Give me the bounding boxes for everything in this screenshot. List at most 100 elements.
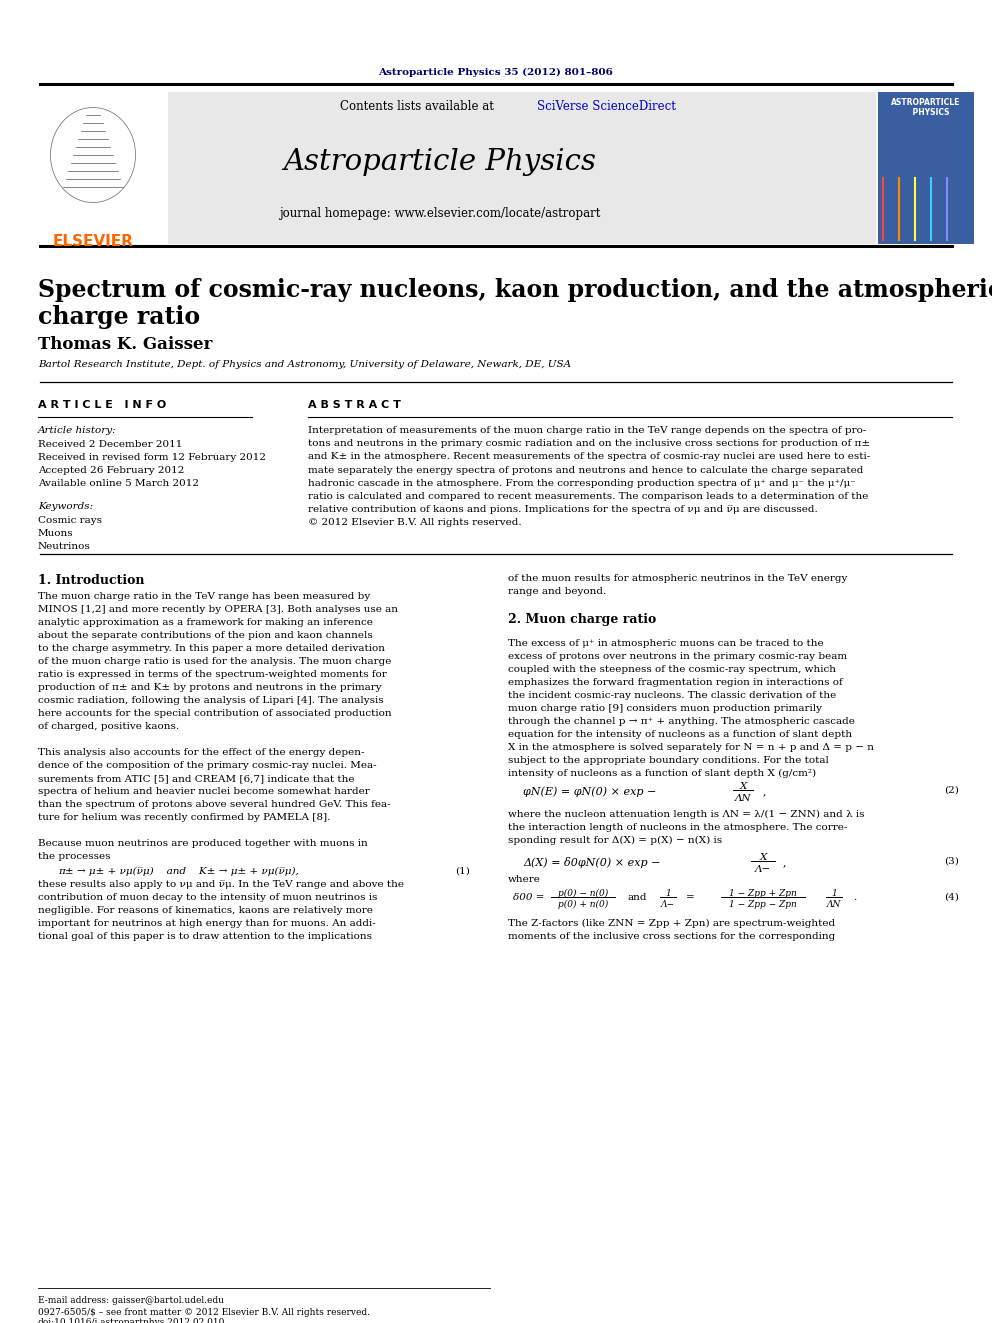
- Text: Neutrinos: Neutrinos: [38, 542, 90, 550]
- Text: Δ(X) = δ0φN(0) × exp −: Δ(X) = δ0φN(0) × exp −: [523, 857, 661, 868]
- Text: (2): (2): [944, 786, 959, 795]
- Text: 1: 1: [665, 889, 671, 898]
- Text: the interaction length of nucleons in the atmosphere. The corre-: the interaction length of nucleons in th…: [508, 823, 847, 832]
- Text: coupled with the steepness of the cosmic-ray spectrum, which: coupled with the steepness of the cosmic…: [508, 665, 836, 673]
- Text: Λ−: Λ−: [661, 900, 675, 909]
- Text: ratio is expressed in terms of the spectrum-weighted moments for: ratio is expressed in terms of the spect…: [38, 669, 387, 679]
- Text: the incident cosmic-ray nucleons. The classic derivation of the: the incident cosmic-ray nucleons. The cl…: [508, 691, 836, 700]
- Text: and: and: [628, 893, 648, 902]
- Text: than the spectrum of protons above several hundred GeV. This fea-: than the spectrum of protons above sever…: [38, 800, 391, 808]
- Text: δ00 =: δ00 =: [513, 893, 545, 902]
- Text: Keywords:: Keywords:: [38, 501, 93, 511]
- Text: MINOS [1,2] and more recently by OPERA [3]. Both analyses use an: MINOS [1,2] and more recently by OPERA […: [38, 605, 398, 614]
- Text: E-mail address: gaisser@bartol.udel.edu: E-mail address: gaisser@bartol.udel.edu: [38, 1297, 224, 1304]
- Text: 1 − Zpp + Zpn: 1 − Zpp + Zpn: [729, 889, 797, 898]
- Text: ,: ,: [763, 786, 767, 796]
- Text: here accounts for the special contribution of associated production: here accounts for the special contributi…: [38, 709, 392, 718]
- Text: This analysis also accounts for the effect of the energy depen-: This analysis also accounts for the effe…: [38, 747, 364, 757]
- Text: sponding result for Δ(X) = p(X) − n(X) is: sponding result for Δ(X) = p(X) − n(X) i…: [508, 836, 722, 845]
- Text: Received 2 December 2011: Received 2 December 2011: [38, 441, 183, 448]
- FancyBboxPatch shape: [18, 93, 168, 243]
- Text: Cosmic rays: Cosmic rays: [38, 516, 102, 525]
- Text: dence of the composition of the primary cosmic-ray nuclei. Mea-: dence of the composition of the primary …: [38, 761, 377, 770]
- Text: ΛN: ΛN: [826, 900, 841, 909]
- Text: where: where: [508, 875, 541, 884]
- Text: subject to the appropriate boundary conditions. For the total: subject to the appropriate boundary cond…: [508, 755, 829, 765]
- Text: π± → μ± + νμ(ν̅μ)    and    K± → μ± + νμ(ν̅μ),: π± → μ± + νμ(ν̅μ) and K± → μ± + νμ(ν̅μ),: [58, 867, 299, 876]
- Text: X: X: [739, 782, 747, 791]
- Text: Article history:: Article history:: [38, 426, 117, 435]
- Text: and K± in the atmosphere. Recent measurements of the spectra of cosmic-ray nucle: and K± in the atmosphere. Recent measure…: [308, 452, 870, 462]
- Text: emphasizes the forward fragmentation region in interactions of: emphasizes the forward fragmentation reg…: [508, 677, 843, 687]
- Text: contribution of muon decay to the intensity of muon neutrinos is: contribution of muon decay to the intens…: [38, 893, 377, 902]
- Text: ,: ,: [783, 857, 787, 867]
- Text: hadronic cascade in the atmosphere. From the corresponding production spectra of: hadronic cascade in the atmosphere. From…: [308, 479, 856, 488]
- Text: The muon charge ratio in the TeV range has been measured by: The muon charge ratio in the TeV range h…: [38, 591, 370, 601]
- Text: important for neutrinos at high energy than for muons. An addi-: important for neutrinos at high energy t…: [38, 919, 376, 927]
- Text: Accepted 26 February 2012: Accepted 26 February 2012: [38, 466, 185, 475]
- Text: these results also apply to νμ and ν̅μ. In the TeV range and above the: these results also apply to νμ and ν̅μ. …: [38, 880, 404, 889]
- FancyBboxPatch shape: [878, 93, 974, 243]
- Text: production of π± and K± by protons and neutrons in the primary: production of π± and K± by protons and n…: [38, 683, 382, 692]
- Text: =: =: [686, 893, 694, 902]
- Text: 1 − Zpp − Zpn: 1 − Zpp − Zpn: [729, 900, 797, 909]
- Text: of the muon charge ratio is used for the analysis. The muon charge: of the muon charge ratio is used for the…: [38, 658, 392, 665]
- Text: spectra of helium and heavier nuclei become somewhat harder: spectra of helium and heavier nuclei bec…: [38, 787, 370, 796]
- Text: through the channel p → π⁺ + anything. The atmospheric cascade: through the channel p → π⁺ + anything. T…: [508, 717, 855, 726]
- Text: Astroparticle Physics: Astroparticle Physics: [284, 148, 596, 176]
- Text: Λ−: Λ−: [755, 865, 771, 875]
- Text: The excess of μ⁺ in atmospheric muons can be traced to the: The excess of μ⁺ in atmospheric muons ca…: [508, 639, 823, 648]
- Text: ELSEVIER: ELSEVIER: [53, 234, 134, 249]
- Text: (3): (3): [944, 857, 959, 867]
- Text: 1. Introduction: 1. Introduction: [38, 574, 145, 587]
- Text: equation for the intensity of nucleons as a function of slant depth: equation for the intensity of nucleons a…: [508, 730, 852, 740]
- Text: mate separately the energy spectra of protons and neutrons and hence to calculat: mate separately the energy spectra of pr…: [308, 466, 863, 475]
- Text: charge ratio: charge ratio: [38, 306, 200, 329]
- Text: 0927-6505/$ – see front matter © 2012 Elsevier B.V. All rights reserved.: 0927-6505/$ – see front matter © 2012 El…: [38, 1308, 370, 1316]
- Text: Bartol Research Institute, Dept. of Physics and Astronomy, University of Delawar: Bartol Research Institute, Dept. of Phys…: [38, 360, 571, 369]
- Text: Because muon neutrinos are produced together with muons in: Because muon neutrinos are produced toge…: [38, 839, 368, 848]
- Text: Interpretation of measurements of the muon charge ratio in the TeV range depends: Interpretation of measurements of the mu…: [308, 426, 866, 435]
- Text: A R T I C L E   I N F O: A R T I C L E I N F O: [38, 400, 167, 410]
- Text: Available online 5 March 2012: Available online 5 March 2012: [38, 479, 199, 488]
- Text: surements from ATIC [5] and CREAM [6,7] indicate that the: surements from ATIC [5] and CREAM [6,7] …: [38, 774, 354, 783]
- Text: Spectrum of cosmic-ray nucleons, kaon production, and the atmospheric muon: Spectrum of cosmic-ray nucleons, kaon pr…: [38, 278, 992, 302]
- Text: X in the atmosphere is solved separately for N = n + p and Δ = p − n: X in the atmosphere is solved separately…: [508, 744, 874, 751]
- Text: SciVerse ScienceDirect: SciVerse ScienceDirect: [537, 101, 676, 112]
- Text: relative contribution of kaons and pions. Implications for the spectra of νμ and: relative contribution of kaons and pions…: [308, 505, 817, 515]
- Text: excess of protons over neutrons in the primary cosmic-ray beam: excess of protons over neutrons in the p…: [508, 652, 847, 662]
- Text: Thomas K. Gaisser: Thomas K. Gaisser: [38, 336, 212, 353]
- Text: tons and neutrons in the primary cosmic radiation and on the inclusive cross sec: tons and neutrons in the primary cosmic …: [308, 439, 870, 448]
- Text: ΛN: ΛN: [735, 794, 751, 803]
- Text: 2. Muon charge ratio: 2. Muon charge ratio: [508, 613, 657, 626]
- Text: Contents lists available at: Contents lists available at: [340, 101, 498, 112]
- Text: to the charge asymmetry. In this paper a more detailed derivation: to the charge asymmetry. In this paper a…: [38, 644, 385, 654]
- Text: the processes: the processes: [38, 852, 110, 861]
- Text: doi:10.1016/j.astropartphys.2012.02.010: doi:10.1016/j.astropartphys.2012.02.010: [38, 1318, 225, 1323]
- Text: range and beyond.: range and beyond.: [508, 587, 606, 595]
- Text: (1): (1): [455, 867, 470, 876]
- Text: where the nucleon attenuation length is ΛN = λ/(1 − ZNN) and λ is: where the nucleon attenuation length is …: [508, 810, 864, 819]
- Text: A B S T R A C T: A B S T R A C T: [308, 400, 401, 410]
- Text: Astroparticle Physics 35 (2012) 801–806: Astroparticle Physics 35 (2012) 801–806: [379, 67, 613, 77]
- Text: analytic approximation as a framework for making an inference: analytic approximation as a framework fo…: [38, 618, 373, 627]
- Text: p(0) − n(0): p(0) − n(0): [558, 889, 608, 898]
- Text: Muons: Muons: [38, 529, 73, 538]
- Text: Received in revised form 12 February 2012: Received in revised form 12 February 201…: [38, 452, 266, 462]
- Text: cosmic radiation, following the analysis of Lipari [4]. The analysis: cosmic radiation, following the analysis…: [38, 696, 384, 705]
- Text: tional goal of this paper is to draw attention to the implications: tional goal of this paper is to draw att…: [38, 931, 372, 941]
- Text: of charged, positive kaons.: of charged, positive kaons.: [38, 722, 180, 732]
- Text: negligible. For reasons of kinematics, kaons are relatively more: negligible. For reasons of kinematics, k…: [38, 906, 373, 916]
- Text: journal homepage: www.elsevier.com/locate/astropart: journal homepage: www.elsevier.com/locat…: [280, 206, 601, 220]
- Text: moments of the inclusive cross sections for the corresponding: moments of the inclusive cross sections …: [508, 931, 835, 941]
- Text: p(0) + n(0): p(0) + n(0): [558, 900, 608, 909]
- Text: ratio is calculated and compared to recent measurements. The comparison leads to: ratio is calculated and compared to rece…: [308, 492, 868, 501]
- Text: (4): (4): [944, 893, 959, 902]
- Text: ture for helium was recently confirmed by PAMELA [8].: ture for helium was recently confirmed b…: [38, 814, 330, 822]
- Text: X: X: [759, 853, 767, 863]
- Text: .: .: [853, 893, 856, 902]
- Text: © 2012 Elsevier B.V. All rights reserved.: © 2012 Elsevier B.V. All rights reserved…: [308, 519, 522, 528]
- Text: φN(E) = φN(0) × exp −: φN(E) = φN(0) × exp −: [523, 786, 657, 796]
- Text: of the muon results for atmospheric neutrinos in the TeV energy: of the muon results for atmospheric neut…: [508, 574, 847, 583]
- Text: intensity of nucleons as a function of slant depth X (g/cm²): intensity of nucleons as a function of s…: [508, 769, 816, 778]
